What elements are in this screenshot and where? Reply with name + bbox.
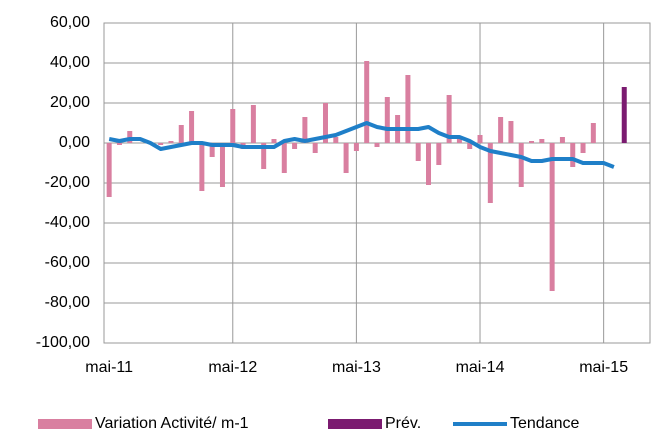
bar (292, 143, 298, 149)
bar (209, 143, 215, 157)
legend-label: Prév. (385, 415, 421, 432)
bar (271, 139, 277, 143)
bar (158, 143, 164, 145)
bar (518, 143, 524, 187)
bar (570, 143, 576, 167)
y-tick-label: 40,00 (50, 54, 90, 71)
bar (322, 103, 328, 143)
bar (178, 125, 184, 143)
y-tick-label: -60,00 (45, 254, 90, 271)
bar (374, 143, 380, 147)
plot-frame (103, 22, 651, 344)
bar (580, 143, 586, 153)
legend-label: Tendance (510, 415, 579, 432)
y-tick-label: 0,00 (59, 134, 90, 151)
bar (127, 131, 133, 143)
bar (508, 121, 514, 143)
bar (364, 61, 370, 143)
bar (116, 143, 122, 145)
x-tick-label: mai-14 (456, 359, 505, 376)
bar (590, 123, 596, 143)
bar (353, 143, 359, 151)
bar (343, 143, 349, 173)
bar (549, 143, 555, 291)
x-tick-label: mai-11 (85, 359, 133, 376)
bar (477, 135, 483, 143)
legend-label: Variation Activité/ m-1 (95, 415, 249, 432)
bar (405, 75, 411, 143)
bar (539, 139, 545, 143)
x-tick-label: mai-15 (579, 359, 628, 376)
bar (529, 141, 535, 143)
y-tick-label: 20,00 (50, 94, 90, 111)
bar (261, 143, 267, 169)
bar (230, 109, 236, 143)
bar (189, 111, 195, 143)
bar (302, 117, 308, 143)
bar (333, 137, 339, 143)
y-tick-label: 60,00 (50, 14, 90, 31)
bar (436, 143, 442, 165)
bar (199, 143, 205, 191)
bar (168, 141, 174, 143)
legend-swatch (38, 419, 92, 429)
y-tick-label: -100,00 (36, 334, 90, 351)
bar (467, 143, 473, 149)
bar (456, 137, 462, 143)
x-tick-label: mai-13 (332, 359, 381, 376)
y-tick-label: -20,00 (45, 174, 90, 191)
bar (312, 143, 318, 153)
bar (487, 143, 493, 203)
y-tick-label: -80,00 (45, 294, 90, 311)
bar (498, 117, 504, 143)
trend-line (108, 121, 615, 169)
x-tick-label: mai-12 (208, 359, 257, 376)
bar (426, 143, 432, 185)
legend-swatch (328, 419, 382, 429)
bar (559, 137, 565, 143)
bar (446, 95, 452, 143)
bar (621, 87, 627, 143)
bar (250, 105, 256, 143)
bar (106, 143, 112, 197)
bar (281, 143, 287, 173)
bar (415, 143, 421, 161)
bar (384, 97, 390, 143)
y-tick-label: -40,00 (45, 214, 90, 231)
bar (219, 143, 225, 187)
